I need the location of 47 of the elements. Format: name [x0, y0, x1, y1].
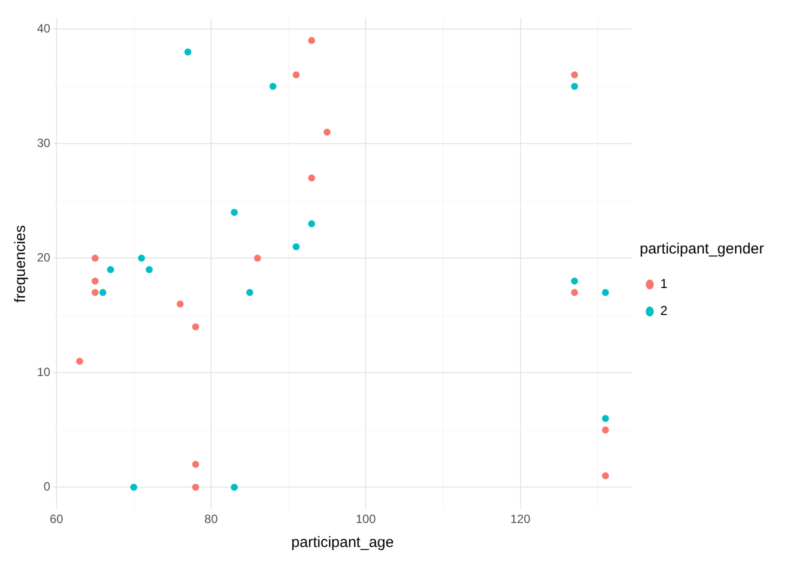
point [192, 484, 200, 491]
point [308, 37, 316, 44]
point [138, 254, 145, 262]
point [192, 460, 200, 468]
point [92, 278, 99, 285]
x-axis-title: participant_age [291, 534, 394, 552]
x-tick-label: 120 [510, 512, 531, 526]
point [146, 266, 153, 274]
y-axis-title: frequencies [12, 225, 30, 303]
y-tick-label: 20 [36, 250, 51, 264]
y-tick-label: 0 [44, 480, 51, 494]
point [246, 289, 254, 296]
point [324, 128, 331, 136]
point [602, 472, 609, 480]
y-tick-label: 40 [36, 21, 51, 36]
point [602, 289, 609, 296]
x-tick-label: 60 [50, 512, 64, 526]
point [254, 254, 261, 262]
point [92, 289, 99, 296]
legend-label: 1 [660, 276, 668, 292]
point [308, 174, 316, 182]
point [107, 266, 114, 274]
point [76, 358, 84, 365]
x-tick-label: 100 [356, 512, 376, 526]
y-tick-label: 30 [36, 136, 51, 150]
point [176, 300, 184, 308]
point [92, 254, 99, 262]
point [230, 208, 238, 216]
x-tick-label: 80 [204, 512, 218, 526]
point [308, 220, 316, 228]
point [571, 278, 578, 285]
point [99, 289, 106, 296]
point [130, 484, 138, 491]
point [602, 426, 609, 434]
legend-title: participant_gender [640, 240, 764, 258]
point [269, 82, 276, 90]
point [571, 82, 578, 90]
y-tick-label: 10 [36, 365, 51, 380]
point [602, 415, 609, 422]
legend-label: 2 [660, 303, 668, 318]
point [230, 484, 238, 491]
point [192, 323, 200, 330]
point [571, 289, 578, 296]
point [292, 243, 300, 250]
point [571, 71, 578, 78]
point [184, 48, 192, 56]
point [292, 71, 300, 78]
